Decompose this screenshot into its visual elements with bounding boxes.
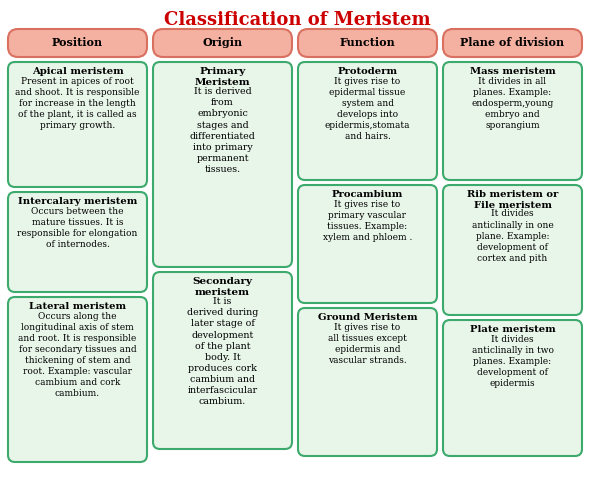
Text: Present in apices of root
and shoot. It is responsible
for increase in the lengt: Present in apices of root and shoot. It … — [15, 77, 140, 130]
FancyBboxPatch shape — [153, 62, 292, 267]
FancyBboxPatch shape — [153, 272, 292, 449]
FancyBboxPatch shape — [8, 29, 147, 57]
Text: It divides
anticlinally in one
plane. Example:
development of
cortex and pith: It divides anticlinally in one plane. Ex… — [472, 209, 554, 263]
FancyBboxPatch shape — [153, 29, 292, 57]
Text: Position: Position — [52, 38, 103, 48]
Text: Plane of division: Plane of division — [460, 38, 564, 48]
Text: Plate meristem: Plate meristem — [470, 325, 555, 334]
FancyBboxPatch shape — [443, 62, 582, 180]
Text: Lateral meristem: Lateral meristem — [29, 302, 126, 311]
FancyBboxPatch shape — [443, 185, 582, 315]
Text: Mass meristem: Mass meristem — [470, 67, 555, 76]
Text: It divides
anticlinally in two
planes. Example:
development of
epidermis: It divides anticlinally in two planes. E… — [472, 335, 554, 388]
Text: Procambium: Procambium — [332, 190, 403, 199]
FancyBboxPatch shape — [298, 185, 437, 303]
FancyBboxPatch shape — [8, 62, 147, 187]
FancyBboxPatch shape — [443, 29, 582, 57]
Text: Intercalary meristem: Intercalary meristem — [18, 197, 137, 206]
Text: Origin: Origin — [203, 38, 242, 48]
Text: Ground Meristem: Ground Meristem — [318, 313, 418, 322]
FancyBboxPatch shape — [8, 192, 147, 292]
Text: It divides in all
planes. Example:
endosperm,young
embryo and
sporangium: It divides in all planes. Example: endos… — [472, 77, 554, 130]
Text: It is derived
from
embryonic
stages and
differentiated
into primary
permanent
ti: It is derived from embryonic stages and … — [189, 87, 255, 174]
Text: Occurs between the
mature tissues. It is
responsible for elongation
of internode: Occurs between the mature tissues. It is… — [17, 206, 138, 249]
FancyBboxPatch shape — [443, 320, 582, 456]
Text: It gives rise to
epidermal tissue
system and
develops into
epidermis,stomata
and: It gives rise to epidermal tissue system… — [325, 77, 410, 141]
Text: Primary
Meristem: Primary Meristem — [195, 67, 250, 87]
Text: Occurs along the
longitudinal axis of stem
and root. It is responsible
for secon: Occurs along the longitudinal axis of st… — [18, 312, 137, 399]
Text: Secondary
meristem: Secondary meristem — [192, 277, 252, 297]
Text: Classification of Meristem: Classification of Meristem — [164, 11, 430, 29]
Text: Function: Function — [340, 38, 396, 48]
FancyBboxPatch shape — [298, 308, 437, 456]
Text: It is
derived during
later stage of
development
of the plant
body. It
produces c: It is derived during later stage of deve… — [187, 297, 258, 406]
FancyBboxPatch shape — [298, 29, 437, 57]
Text: It gives rise to
all tissues except
epidermis and
vascular strands.: It gives rise to all tissues except epid… — [328, 323, 407, 365]
Text: Rib meristem or
File meristem: Rib meristem or File meristem — [467, 190, 558, 210]
Text: Protoderm: Protoderm — [337, 67, 397, 76]
Text: It gives rise to
primary vascular
tissues. Example:
xylem and phloem .: It gives rise to primary vascular tissue… — [323, 200, 412, 242]
FancyBboxPatch shape — [8, 297, 147, 462]
Text: Apical meristem: Apical meristem — [31, 67, 124, 76]
FancyBboxPatch shape — [298, 62, 437, 180]
